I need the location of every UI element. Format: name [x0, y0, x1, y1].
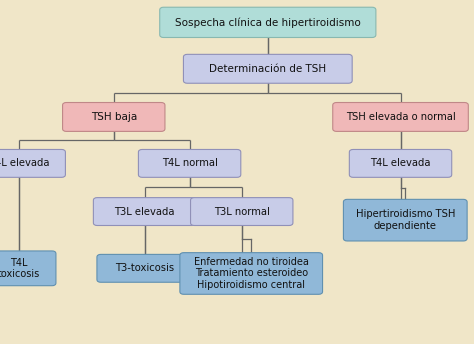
Text: T3L normal: T3L normal — [214, 206, 270, 217]
Text: Sospecha clínica de hipertiroidismo: Sospecha clínica de hipertiroidismo — [175, 17, 361, 28]
Text: T4L elevada: T4L elevada — [0, 158, 49, 169]
FancyBboxPatch shape — [0, 251, 56, 286]
FancyBboxPatch shape — [97, 255, 192, 282]
Text: TSH elevada o normal: TSH elevada o normal — [346, 112, 456, 122]
FancyBboxPatch shape — [191, 197, 293, 226]
FancyBboxPatch shape — [349, 149, 452, 178]
FancyBboxPatch shape — [183, 54, 352, 83]
FancyBboxPatch shape — [0, 149, 65, 178]
Text: T3L elevada: T3L elevada — [114, 206, 175, 217]
FancyBboxPatch shape — [160, 7, 376, 37]
FancyBboxPatch shape — [63, 103, 165, 131]
FancyBboxPatch shape — [138, 149, 241, 178]
Text: Determinación de TSH: Determinación de TSH — [209, 64, 327, 74]
Text: T4L elevada: T4L elevada — [370, 158, 431, 169]
FancyBboxPatch shape — [333, 103, 468, 131]
FancyBboxPatch shape — [93, 197, 196, 226]
Text: TSH baja: TSH baja — [91, 112, 137, 122]
FancyBboxPatch shape — [343, 200, 467, 241]
Text: Enfermedad no tiroidea
Tratamiento esteroideo
Hipotiroidismo central: Enfermedad no tiroidea Tratamiento ester… — [194, 257, 309, 290]
Text: Hipertiroidismo TSH
dependiente: Hipertiroidismo TSH dependiente — [356, 209, 455, 231]
Text: T3-toxicosis: T3-toxicosis — [115, 263, 174, 273]
Text: T4L
toxicosis: T4L toxicosis — [0, 258, 40, 279]
FancyBboxPatch shape — [180, 252, 323, 294]
Text: T4L normal: T4L normal — [162, 158, 218, 169]
